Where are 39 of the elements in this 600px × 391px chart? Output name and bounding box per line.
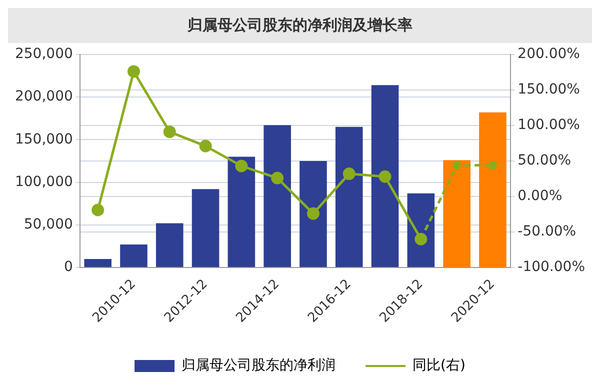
bar <box>407 193 435 268</box>
bar <box>192 189 220 268</box>
point <box>92 204 104 216</box>
y2-tick-label: -50.00% <box>518 224 576 240</box>
point <box>342 168 356 180</box>
bar <box>479 112 506 268</box>
y2-tick-label: 50.00% <box>518 152 572 169</box>
y-tick-label: 150,000 <box>14 131 73 148</box>
point <box>378 170 392 183</box>
point <box>306 207 320 220</box>
chart-title: 归属母公司股东的净利润及增长率 <box>8 8 592 43</box>
bar <box>120 244 148 268</box>
bar <box>443 160 470 268</box>
y2-tick-label: 200.00% <box>518 46 580 62</box>
y2-tick-label: 150.00% <box>518 82 580 98</box>
y-tick-label: 100,000 <box>14 174 73 190</box>
bar <box>371 85 399 268</box>
point <box>488 160 497 170</box>
y2-tick-label: 0.00% <box>518 188 562 204</box>
bar <box>84 259 112 268</box>
bar <box>264 125 291 268</box>
bar <box>156 223 184 268</box>
point <box>163 126 176 138</box>
bar <box>228 156 256 268</box>
legend-label: 归属母公司股东的净利润 <box>182 358 336 374</box>
legend-label: 同比(右) <box>412 358 466 374</box>
y-tick-label: 0 <box>64 259 73 276</box>
bar <box>300 160 327 268</box>
point <box>127 65 140 78</box>
y2-tick-label: 100.00% <box>518 117 580 134</box>
y-tick-label: 200,000 <box>14 88 73 105</box>
point <box>452 160 462 170</box>
y-tick-label: 250,000 <box>14 46 73 62</box>
point <box>271 172 284 184</box>
point <box>199 140 212 152</box>
y-tick-label: 50,000 <box>24 216 73 233</box>
y2-tick-label: -100.00% <box>518 259 586 276</box>
bar <box>335 126 363 268</box>
point <box>235 160 248 172</box>
